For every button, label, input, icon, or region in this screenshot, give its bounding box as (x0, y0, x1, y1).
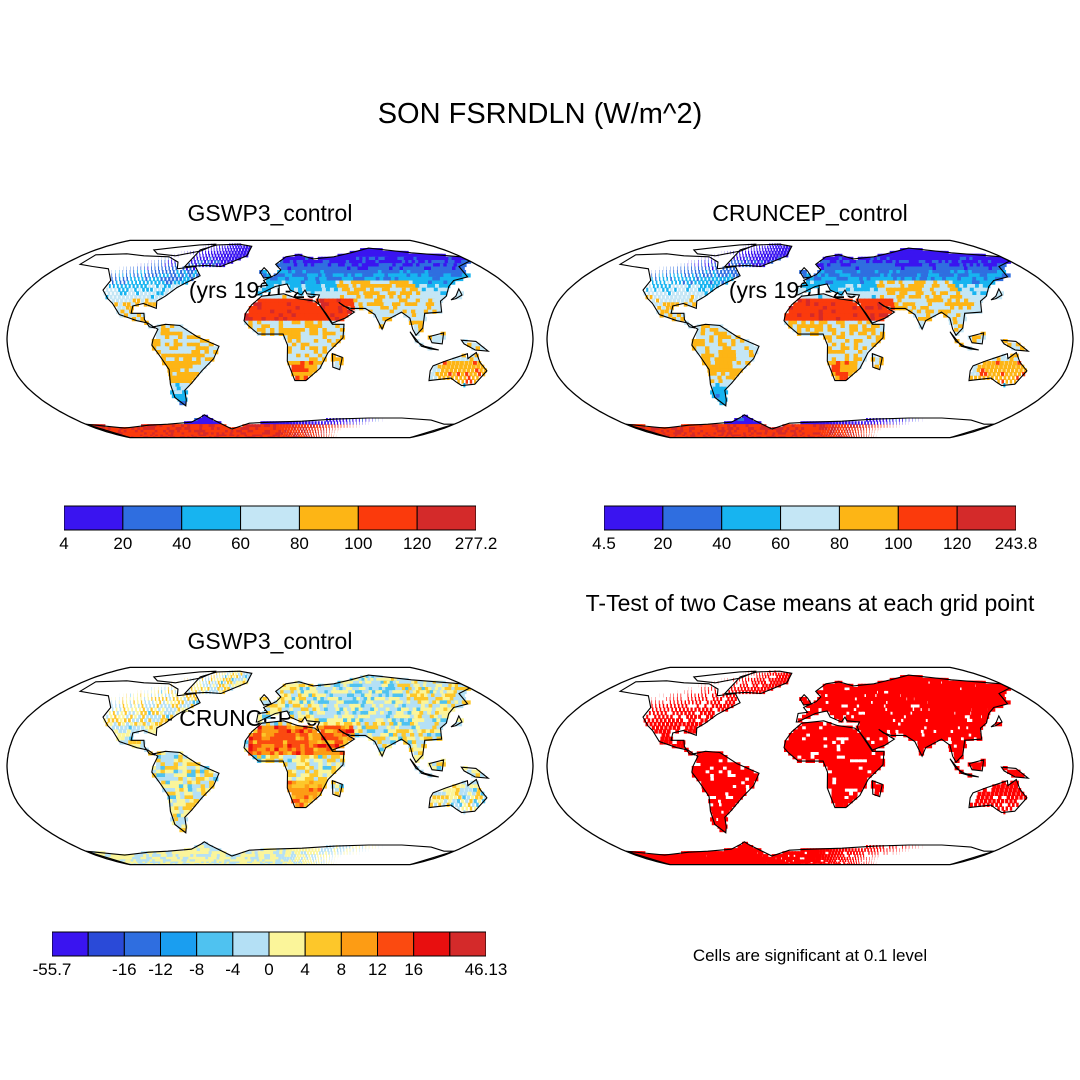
map-border (6, 239, 534, 439)
colorbar-bin (52, 931, 89, 957)
colorbar-bin (662, 505, 723, 531)
map-cruncep (546, 239, 1074, 439)
colorbar-bin (340, 931, 378, 957)
colorbar-bin (64, 505, 124, 531)
panel-title-gswp3-line1: GSWP3_control (187, 199, 353, 226)
coastlines (618, 670, 1030, 865)
colorbar-bin (232, 931, 270, 957)
colorbar-bin (196, 931, 234, 957)
colorbar-gswp3 (64, 505, 476, 531)
colorbar-label: 80 (289, 534, 309, 553)
colorbar-bin (181, 505, 242, 531)
colorbar-label: 8 (336, 960, 347, 979)
significance-note: Cells are significant at 0.1 level (692, 946, 928, 965)
coastlines (78, 670, 490, 865)
map-gswp3 (6, 239, 534, 439)
colorbar-label: 120 (402, 534, 432, 553)
colorbar-label: 100 (884, 534, 913, 553)
colorbar-label: 20 (653, 534, 673, 553)
coastlines (78, 243, 490, 438)
figure-title: SON FSRNDLN (W/m^2) (377, 98, 703, 130)
colorbar-label: 60 (231, 534, 251, 553)
coastlines (618, 243, 1030, 438)
land-cells (85, 670, 487, 865)
map-border (546, 239, 1074, 439)
colorbar-bin (268, 931, 306, 957)
colorbar-bin (123, 931, 161, 957)
map-ttest (546, 666, 1074, 866)
colorbar-bin (240, 505, 300, 531)
colorbar-bin (304, 931, 342, 957)
colorbar-label: 60 (771, 534, 791, 553)
colorbar-bin (897, 505, 958, 531)
colorbar-gswp3-labels: 4 20 40 60 80 100 120 277.2 (59, 534, 497, 556)
land-cells (85, 243, 487, 438)
colorbar-bin (122, 505, 183, 531)
panel-title-ttest: T-Test of two Case means at each grid po… (585, 590, 1035, 616)
colorbar-label: 12 (368, 960, 387, 979)
colorbar-label: -55.7 (32, 960, 72, 979)
colorbar-label: 277.2 (454, 534, 498, 553)
colorbar-bin (956, 505, 1016, 531)
colorbar-label: 40 (172, 534, 192, 553)
map-difference (6, 666, 534, 866)
map-border (6, 666, 534, 866)
colorbar-label: -8 (189, 960, 205, 979)
colorbar-bin (298, 505, 359, 531)
colorbar-label: 4.5 (592, 534, 616, 553)
colorbar-difference (52, 931, 486, 957)
colorbar-bin (604, 505, 664, 531)
colorbar-label: 120 (942, 534, 972, 553)
colorbar-label: 80 (829, 534, 849, 553)
panel-title-difference-line1: GSWP3_control (187, 627, 353, 654)
land-cells (625, 243, 1027, 438)
colorbar-cruncep-labels: 4.5 20 40 60 80 100 120 243.8 (592, 534, 1037, 556)
colorbar-bin (838, 505, 899, 531)
colorbar-label: 40 (712, 534, 732, 553)
colorbar-label: 46.13 (464, 960, 508, 979)
colorbar-label: 4 (300, 960, 310, 979)
colorbar-bin (416, 505, 476, 531)
colorbar-label: 0 (264, 960, 274, 979)
colorbar-bin (413, 931, 451, 957)
colorbar-bin (357, 505, 418, 531)
colorbar-label: 16 (404, 960, 424, 979)
colorbar-bin (87, 931, 125, 957)
land-cells (625, 670, 1027, 865)
colorbar-bin (160, 931, 198, 957)
colorbar-cruncep (604, 505, 1016, 531)
panel-title-cruncep-line1: CRUNCEP_control (712, 199, 908, 226)
colorbar-bin (449, 931, 486, 957)
colorbar-bin (780, 505, 840, 531)
colorbar-label: 100 (344, 534, 373, 553)
colorbar-label: 20 (113, 534, 133, 553)
colorbar-label: 4 (59, 534, 69, 553)
colorbar-bin (377, 931, 415, 957)
colorbar-label: 243.8 (994, 534, 1038, 553)
colorbar-label: -4 (225, 960, 241, 979)
colorbar-label: -12 (148, 960, 173, 979)
colorbar-bin (721, 505, 782, 531)
map-border (546, 666, 1074, 866)
colorbar-difference-labels: -55.7 -16 -12 -8 -4 0 4 8 12 16 46.13 (33, 960, 508, 982)
colorbar-label: -16 (112, 960, 137, 979)
